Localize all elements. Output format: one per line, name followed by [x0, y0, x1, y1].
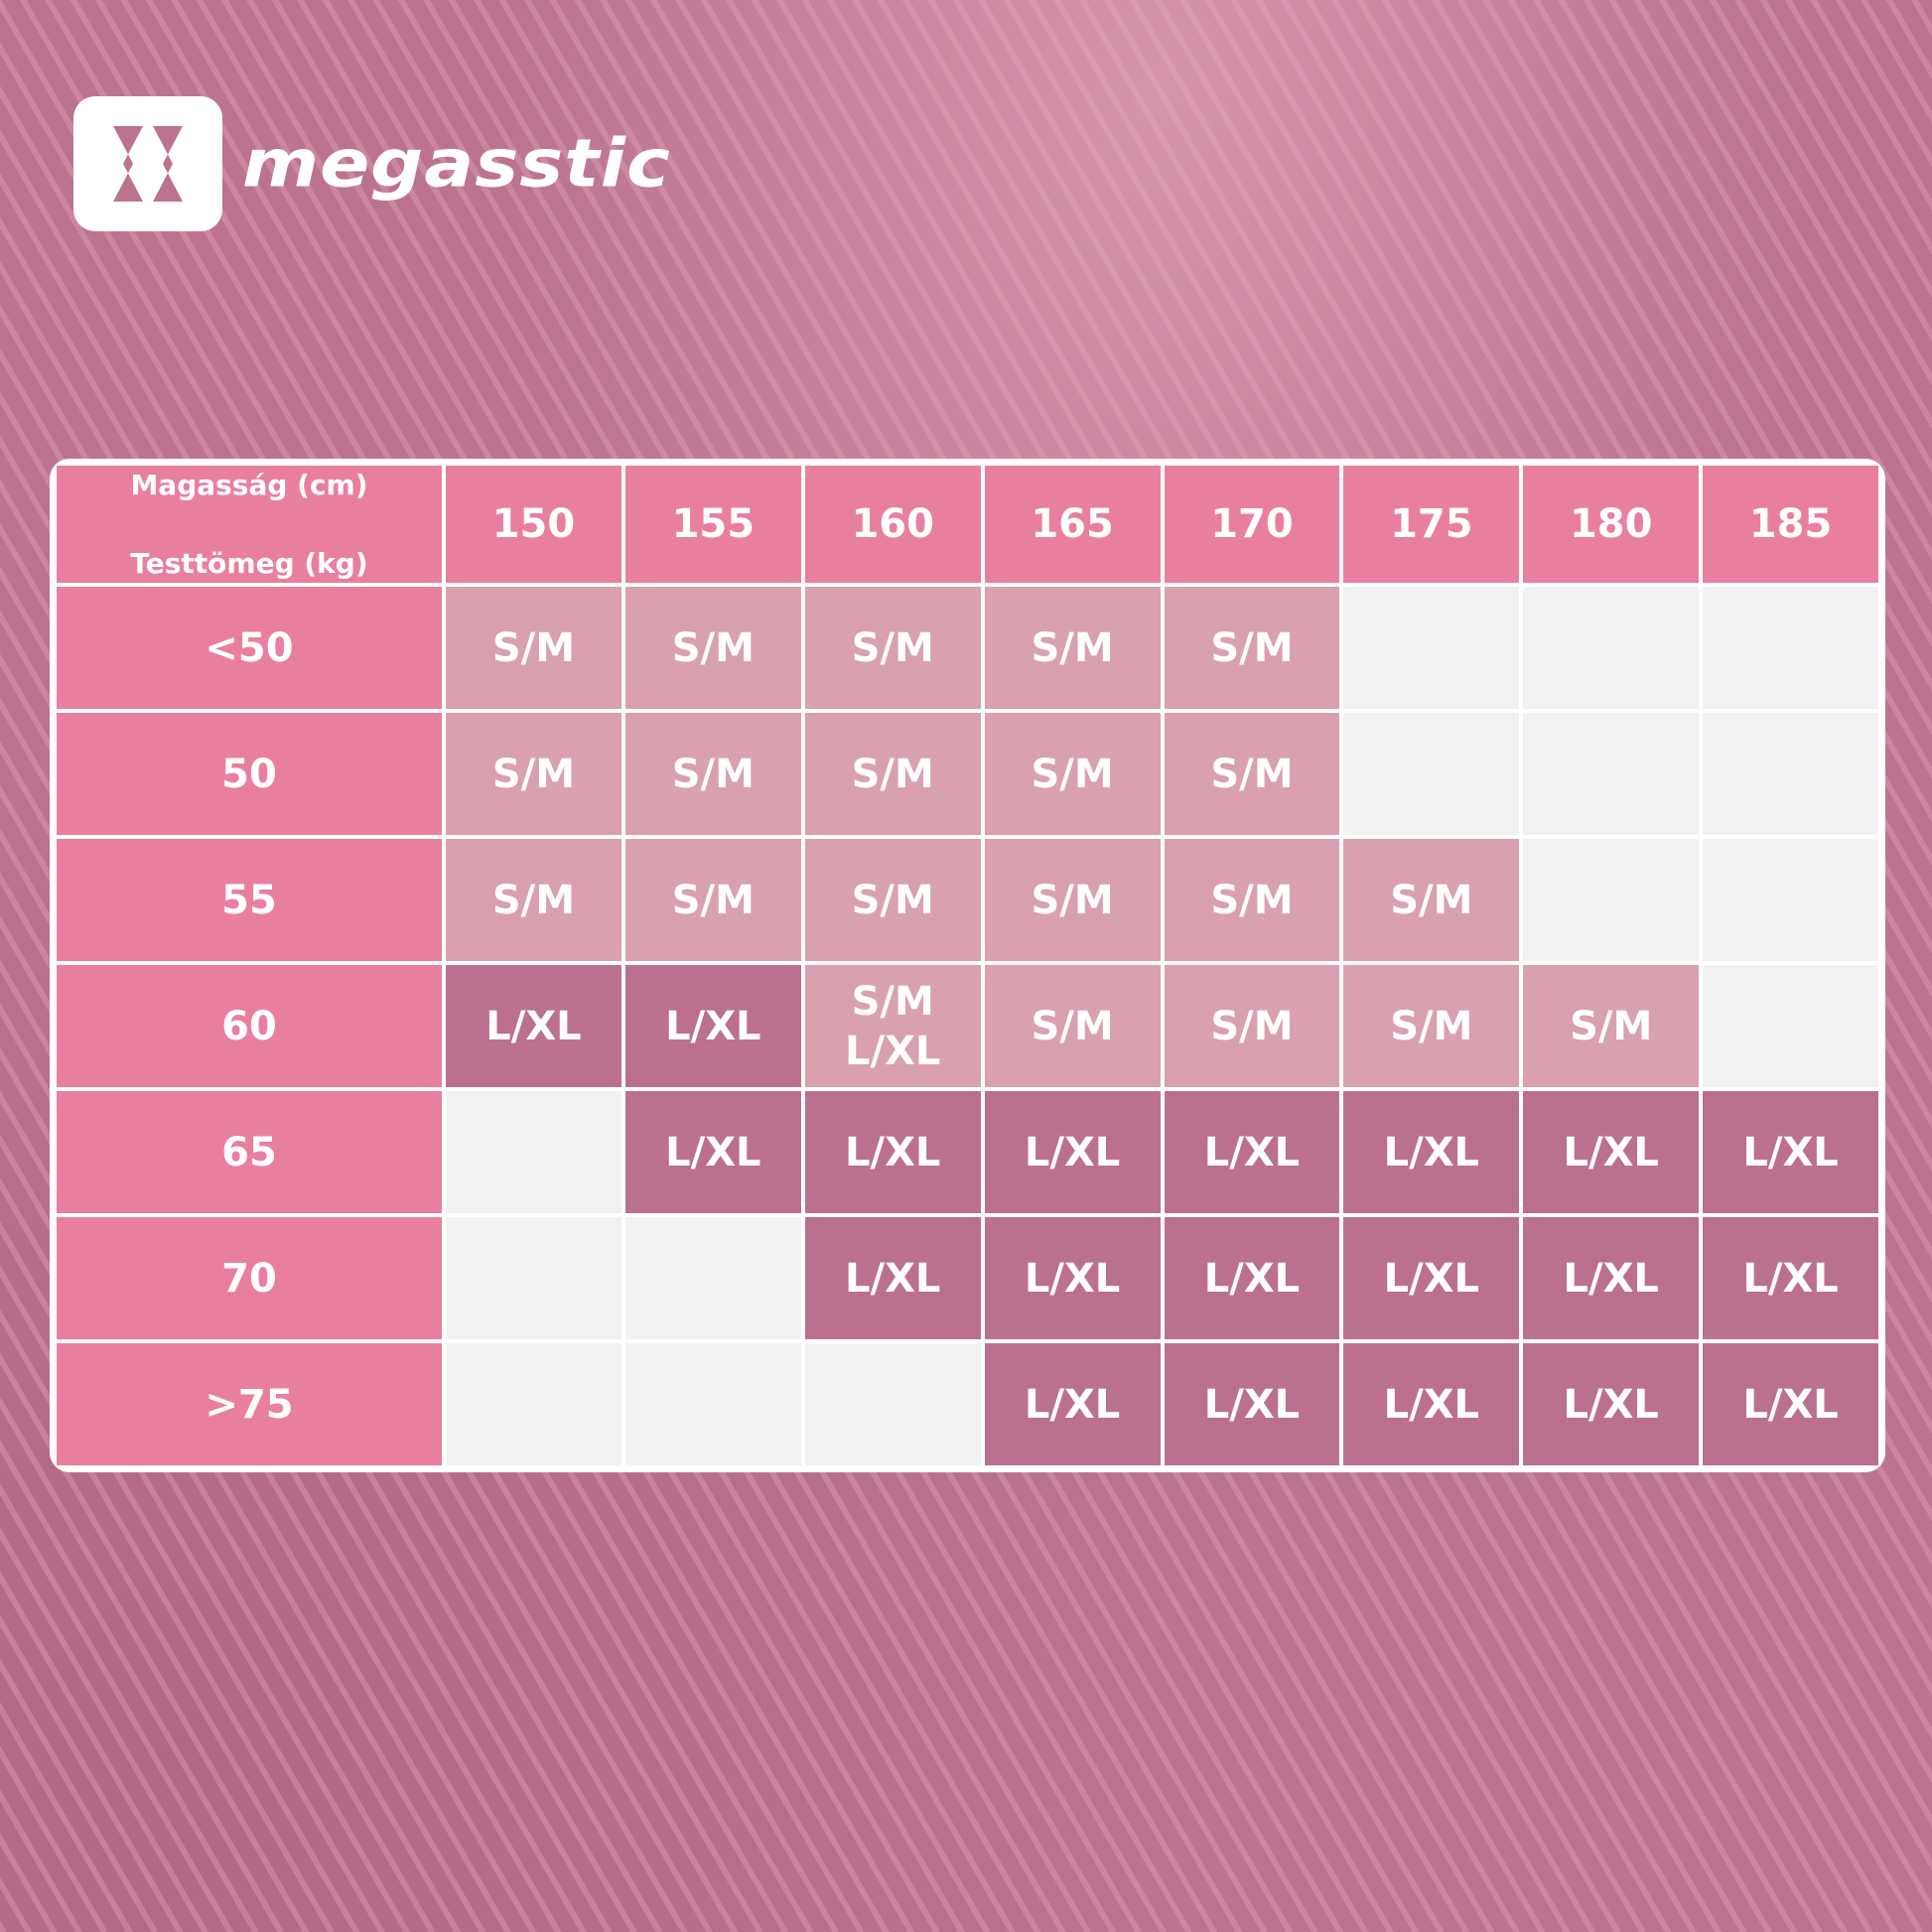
- size-cell: S/M: [984, 965, 1161, 1087]
- size-cell: L/XL: [984, 1091, 1161, 1213]
- size-cell: S/M: [1164, 587, 1340, 709]
- height-header: 160: [804, 466, 981, 583]
- size-cell: S/M: [804, 587, 981, 709]
- size-cell: L/XL: [1164, 1217, 1340, 1339]
- size-cell: S/M: [446, 839, 621, 961]
- size-cell: S/M: [1164, 839, 1340, 961]
- size-chart-table: Magasság (cm) Testtömeg (kg) 150 155 160 16…: [50, 459, 1885, 1472]
- size-cell: L/XL: [804, 1091, 981, 1213]
- size-cell: S/M: [1164, 965, 1340, 1087]
- brand-logo: megasstic: [73, 96, 671, 231]
- size-cell: S/M: [984, 587, 1161, 709]
- size-cell: L/XL: [1523, 1091, 1700, 1213]
- size-cell: L/XL: [984, 1343, 1161, 1465]
- size-cell: [1703, 839, 1878, 961]
- size-cell: [1703, 713, 1878, 835]
- size-cell: [1523, 587, 1700, 709]
- size-cell: S/M: [984, 713, 1161, 835]
- height-header: 175: [1343, 466, 1520, 583]
- size-cell: S/M: [984, 839, 1161, 961]
- size-cell: [1343, 587, 1520, 709]
- size-cell: L/XL: [1343, 1343, 1520, 1465]
- height-axis-label: Magasság (cm): [130, 469, 368, 502]
- size-cell: L/XL: [1523, 1217, 1700, 1339]
- size-cell: L/XL: [1703, 1091, 1878, 1213]
- size-cell: [1703, 587, 1878, 709]
- size-cell: L/XL: [1343, 1217, 1520, 1339]
- size-cell: S/M: [1343, 839, 1520, 961]
- size-cell: S/M: [446, 713, 621, 835]
- size-cell: [804, 1343, 981, 1465]
- size-cell: [446, 1217, 621, 1339]
- height-header: 165: [984, 466, 1161, 583]
- height-header: 155: [624, 466, 801, 583]
- size-cell: L/XL: [1703, 1343, 1878, 1465]
- size-cell: [1523, 839, 1700, 961]
- size-cell: S/M: [624, 587, 801, 709]
- size-cell: L/XL: [1164, 1091, 1340, 1213]
- size-cell: L/XL: [984, 1217, 1161, 1339]
- weight-header: 50: [57, 713, 442, 835]
- size-cell: L/XL: [1523, 1343, 1700, 1465]
- height-header: 170: [1164, 466, 1340, 583]
- weight-header: 70: [57, 1217, 442, 1339]
- size-cell: L/XL: [1164, 1343, 1340, 1465]
- size-cell: S/M: [624, 839, 801, 961]
- size-cell: L/XL: [804, 1217, 981, 1339]
- size-cell: [446, 1091, 621, 1213]
- height-header: 185: [1703, 466, 1878, 583]
- size-cell: S/M: [624, 713, 801, 835]
- size-cell: [1343, 713, 1520, 835]
- size-cell: S/M: [1523, 965, 1700, 1087]
- size-cell: L/XL: [1703, 1217, 1878, 1339]
- height-header: 180: [1523, 466, 1700, 583]
- weight-header: 65: [57, 1091, 442, 1213]
- size-cell: S/M L/XL: [804, 965, 981, 1087]
- size-cell: L/XL: [624, 1091, 801, 1213]
- size-cell: S/M: [804, 839, 981, 961]
- size-cell: [1523, 713, 1700, 835]
- size-cell: S/M: [1343, 965, 1520, 1087]
- height-header: 150: [446, 466, 621, 583]
- size-cell: [624, 1217, 801, 1339]
- size-cell: [1703, 965, 1878, 1087]
- weight-header: 55: [57, 839, 442, 961]
- weight-header: 60: [57, 965, 442, 1087]
- size-cell: S/M: [804, 713, 981, 835]
- corner-header: Magasság (cm) Testtömeg (kg): [57, 466, 442, 583]
- size-cell: L/XL: [1343, 1091, 1520, 1213]
- size-cell: [624, 1343, 801, 1465]
- size-cell: [446, 1343, 621, 1465]
- logo-icon: [73, 96, 222, 231]
- weight-header: >75: [57, 1343, 442, 1465]
- size-cell: L/XL: [446, 965, 621, 1087]
- size-cell: L/XL: [624, 965, 801, 1087]
- size-cell: S/M: [446, 587, 621, 709]
- weight-axis-label: Testtömeg (kg): [130, 546, 368, 580]
- brand-name: megasstic: [242, 125, 671, 203]
- size-cell: S/M: [1164, 713, 1340, 835]
- weight-header: <50: [57, 587, 442, 709]
